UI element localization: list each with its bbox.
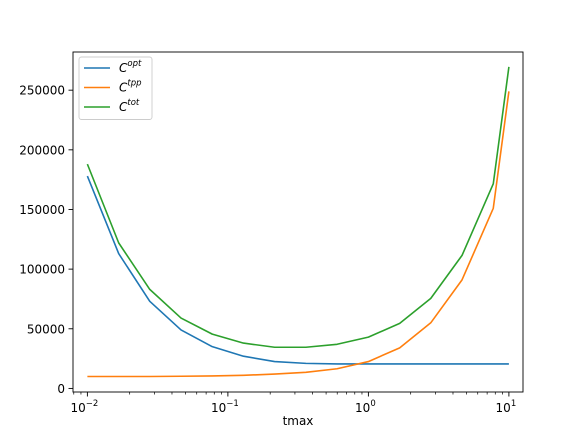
y-tick-label: 100000 bbox=[19, 263, 65, 277]
axes bbox=[72, 51, 524, 393]
series-line-tot bbox=[86, 66, 510, 349]
legend-box bbox=[78, 56, 153, 120]
x-tick-label: 10−1 bbox=[211, 399, 239, 415]
series-lines bbox=[86, 66, 510, 378]
y-tick-label: 200000 bbox=[19, 143, 65, 157]
y-axis-ticks: 0 50000 100000 150000 200000 250000 bbox=[19, 84, 73, 396]
legend: Copt Ctpp Ctot bbox=[78, 56, 153, 120]
axes-frame bbox=[72, 51, 524, 393]
legend-label-tot: Ctot bbox=[119, 98, 140, 114]
y-tick-label: 0 bbox=[57, 382, 65, 396]
series-line-tpp bbox=[87, 91, 510, 378]
y-tick-label: 250000 bbox=[19, 84, 65, 98]
x-tick-label: 101 bbox=[496, 399, 517, 415]
series-line-opt bbox=[86, 175, 509, 365]
y-tick-label: 50000 bbox=[27, 322, 65, 336]
x-axis-ticks: 10−2 10−1 100 101 bbox=[70, 392, 516, 415]
x-axis-label: tmax bbox=[283, 414, 314, 428]
legend-label-tpp: Ctpp bbox=[119, 79, 142, 95]
legend-label-opt: Copt bbox=[119, 59, 142, 75]
y-tick-label: 150000 bbox=[19, 203, 65, 217]
x-tick-label: 10−2 bbox=[70, 399, 98, 415]
x-tick-label: 100 bbox=[355, 399, 376, 415]
